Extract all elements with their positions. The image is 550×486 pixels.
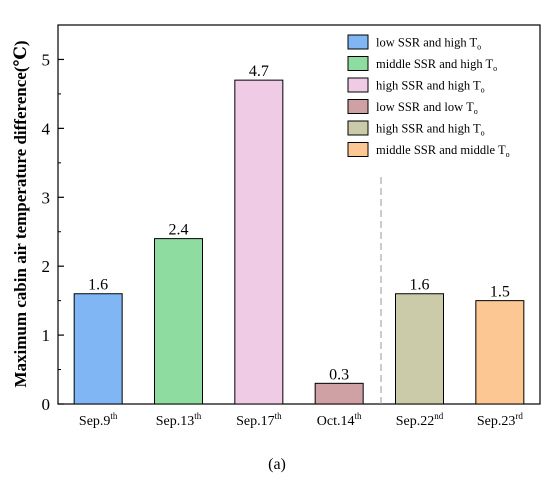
- bar: [73, 293, 123, 405]
- legend-entry: low SSR and high To: [376, 36, 481, 52]
- figure-caption: (a): [268, 456, 286, 473]
- x-tick-label: Sep.9th: [79, 411, 118, 429]
- x-tick-label: Sep.22nd: [396, 411, 444, 429]
- data-label: 0.3: [329, 366, 349, 383]
- legend-swatch: [347, 77, 369, 93]
- legend-entry: middle SSR and middle To: [376, 143, 510, 159]
- y-tick-label: 0: [42, 395, 51, 414]
- legend-entry: low SSR and low To: [376, 100, 478, 116]
- legend-entry: high SSR and high To: [376, 79, 485, 95]
- data-label: 4.7: [249, 63, 269, 80]
- data-labels: 1.6 2.4 4.7 0.3 1.6 1.5: [88, 63, 510, 383]
- bar: [475, 300, 525, 405]
- x-tick-label: Sep.23rd: [477, 411, 523, 429]
- legend-swatch: [347, 99, 369, 114]
- y-tick-label: 2: [42, 257, 51, 276]
- bar: [314, 382, 364, 405]
- y-tick-label: 1: [42, 326, 51, 345]
- y-tick-label: 5: [42, 50, 51, 69]
- y-tick-label: 4: [42, 119, 51, 138]
- legend-entry: middle SSR and high To: [376, 57, 497, 73]
- y-tick-label: 3: [42, 188, 51, 207]
- y-axis-ticks: 0 1 2 3 4 5: [42, 50, 64, 414]
- legend-swatch: [347, 120, 369, 136]
- legend: low SSR and high To middle SSR and high T…: [347, 34, 510, 159]
- bar: [154, 238, 203, 405]
- y-axis-label: Maximum cabin air temperature difference…: [11, 40, 30, 387]
- legend-swatch: [347, 56, 369, 71]
- legend-swatch: [347, 34, 369, 50]
- plot-frame: [57, 24, 541, 405]
- data-label: 1.6: [410, 277, 430, 294]
- x-tick-label: Oct.14th: [317, 411, 362, 429]
- data-label: 2.4: [169, 222, 189, 239]
- x-tick-label: Sep.13th: [156, 411, 202, 429]
- bar: [234, 79, 284, 405]
- legend-swatch: [347, 142, 369, 157]
- bar: [395, 293, 444, 405]
- data-label: 1.5: [490, 284, 510, 301]
- bars: [73, 79, 525, 405]
- x-tick-label: Sep.17th: [236, 411, 282, 429]
- data-label: 1.6: [88, 277, 108, 294]
- x-axis-ticks: Sep.9th Sep.13th Sep.17th Oct.14th Sep.22nd S…: [79, 399, 523, 429]
- legend-entry: high SSR and high To: [376, 122, 485, 138]
